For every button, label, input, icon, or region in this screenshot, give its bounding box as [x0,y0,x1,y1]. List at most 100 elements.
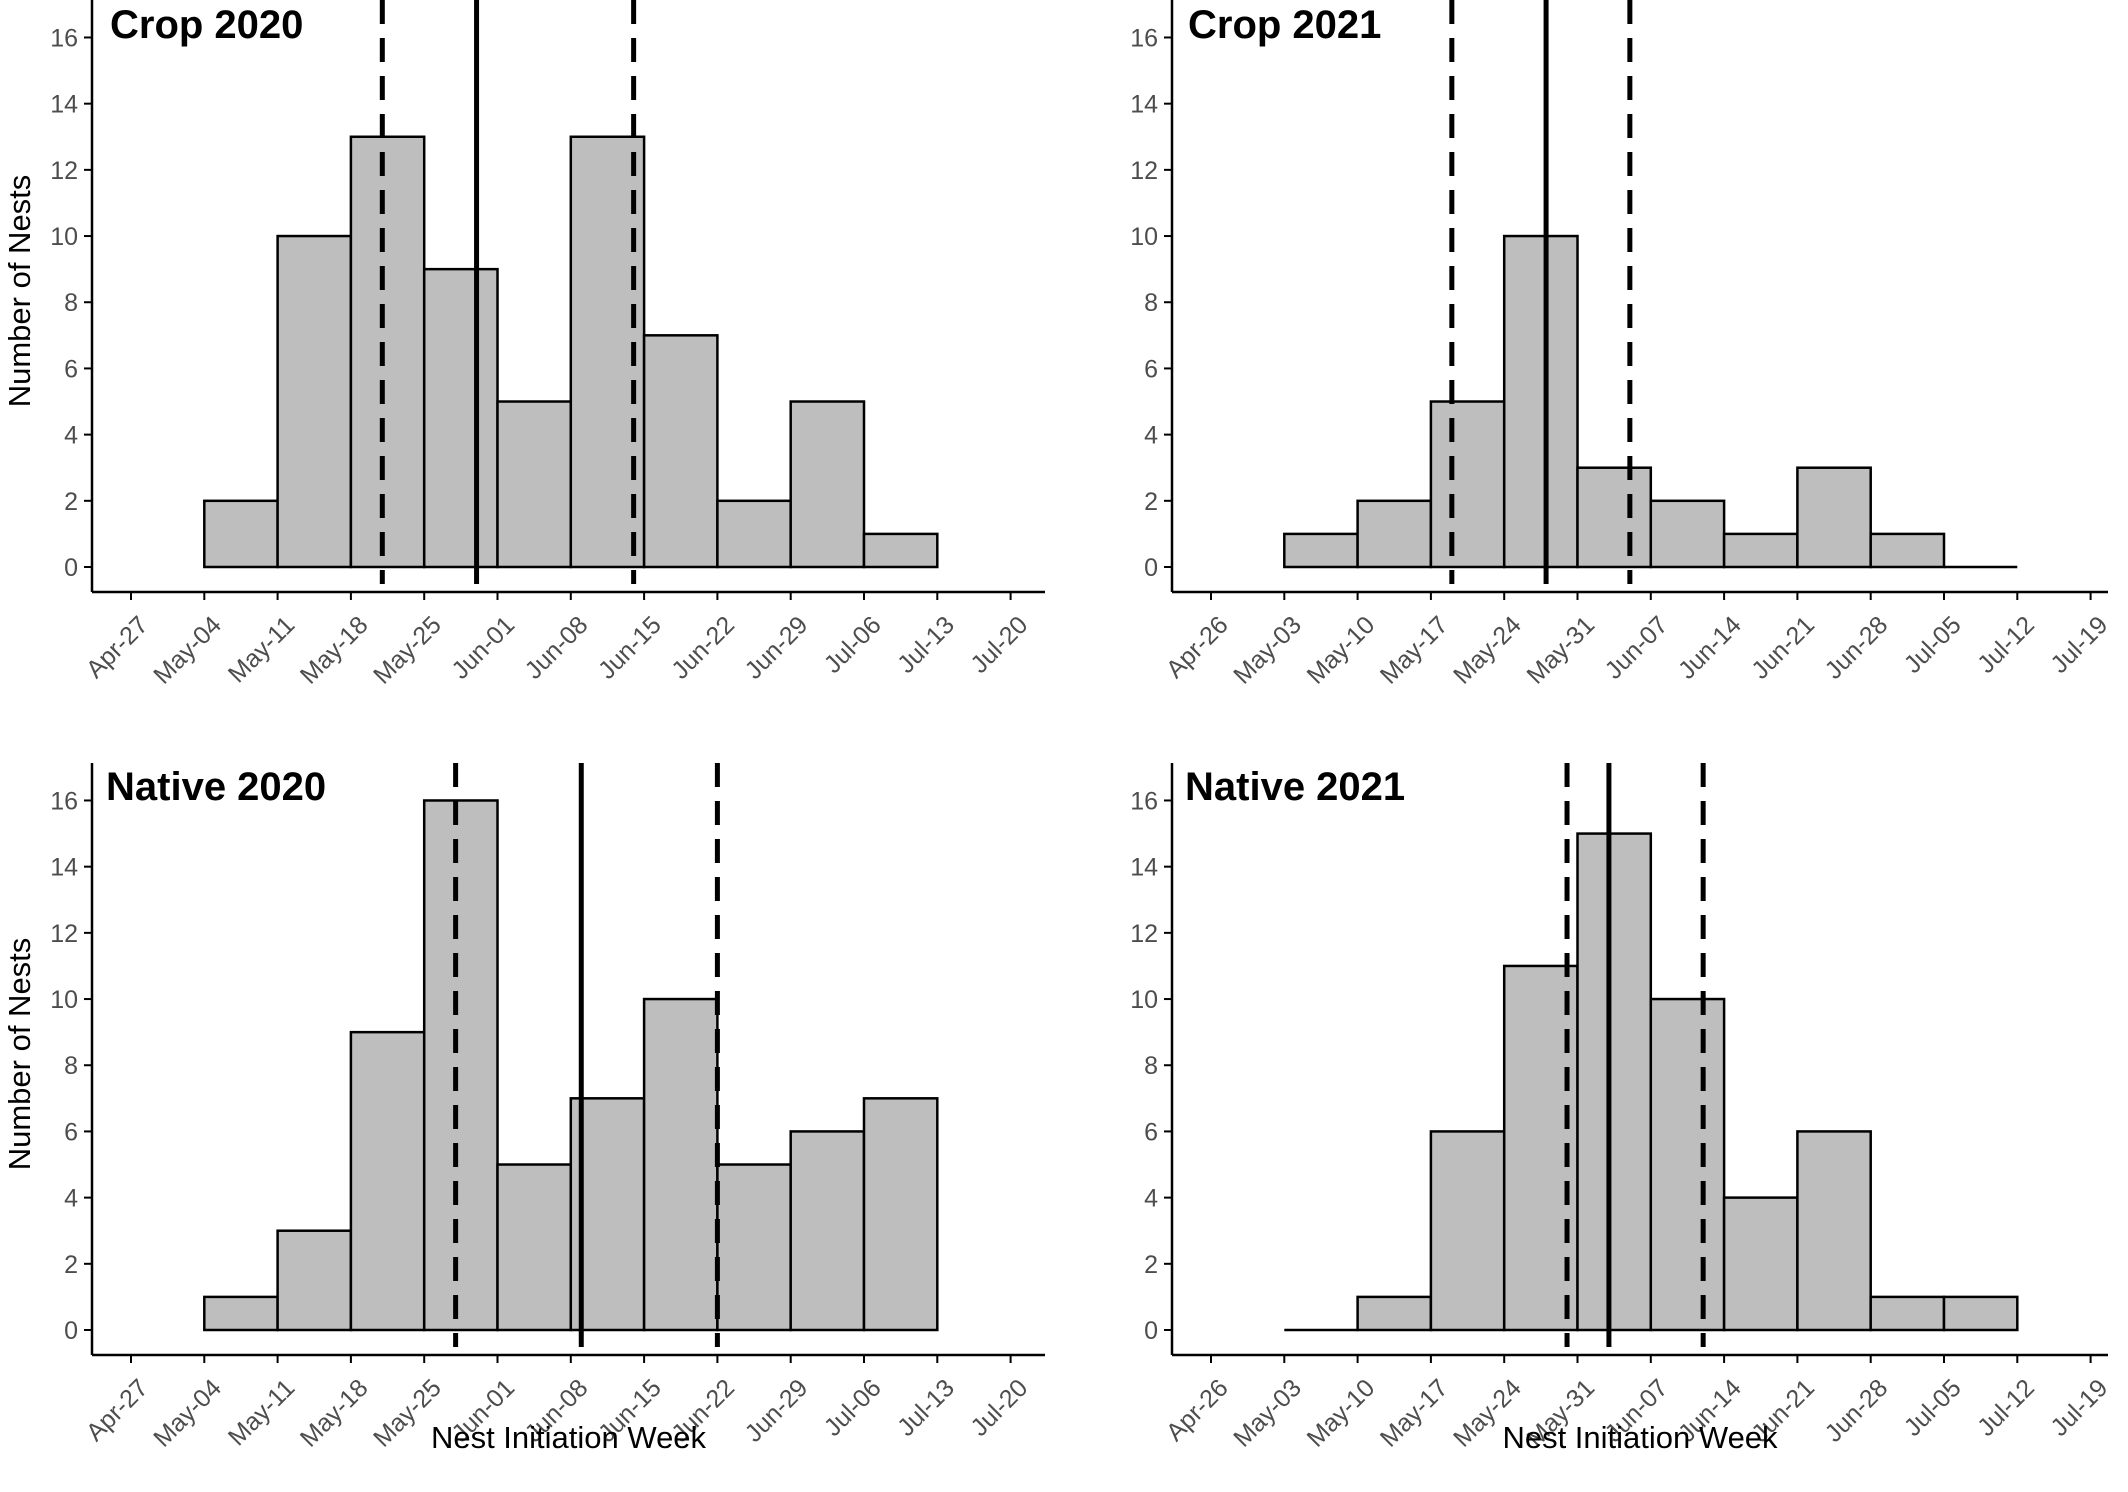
y-tick-label: 6 [64,355,78,383]
x-tick-label: Jun-22 [666,611,740,685]
x-tick-label: Jun-28 [1820,1374,1894,1448]
y-tick-label: 4 [1144,1185,1158,1213]
x-tick-label: Apr-27 [81,1374,154,1447]
y-tick-label: 12 [50,157,78,185]
y-tick-label: 8 [1144,1052,1158,1080]
x-tick-label: Apr-26 [1161,1374,1234,1447]
y-tick-label: 14 [50,91,78,119]
x-tick-label: Jun-15 [593,611,667,685]
y-tick-label: 14 [1130,91,1158,119]
x-tick-label: May-24 [1448,611,1527,690]
x-tick-label: Jul-19 [2045,1374,2113,1442]
y-tick-label: 0 [1144,554,1158,582]
histogram-bar [862,532,939,569]
x-tick-label: May-25 [368,611,447,690]
x-tick-label: Jul-06 [819,611,887,679]
x-tick-label: May-10 [1302,1374,1381,1453]
y-tick-label: 16 [50,24,78,52]
histogram-bar [1796,466,1872,569]
panel-native-2020: 0246810121416Apr-27May-04May-11May-18May… [2,763,1045,1455]
x-tick-label: May-03 [1228,611,1307,690]
x-tick-label: Jun-14 [1673,611,1747,685]
x-tick-label: Apr-27 [81,611,154,684]
histogram-bar [1649,997,1726,1332]
x-axis-title: Nest Initiation Week [1502,1420,1778,1455]
x-tick-label: Jul-19 [2045,611,2113,679]
histogram-bar [1429,1130,1506,1332]
histogram-bar [1649,499,1726,569]
x-tick-label: Jul-20 [965,611,1033,679]
x-tick-label: Jun-28 [1820,611,1894,685]
histogram-bar [1502,234,1579,569]
y-tick-label: 14 [1130,854,1158,882]
x-tick-label: Jul-12 [1972,1374,2040,1442]
histogram-bar [349,135,426,569]
x-tick-label: May-03 [1228,1374,1307,1453]
histogram-bar [789,1130,866,1332]
histogram-bar [716,499,792,569]
y-axis-title: Number of Nests [2,175,37,408]
histogram-bar [496,1163,573,1332]
y-tick-label: 2 [1144,1251,1158,1279]
panel-title: Native 2021 [1185,765,1405,809]
histogram-bar [716,1163,792,1332]
y-tick-label: 10 [50,986,78,1014]
x-tick-label: Jun-01 [446,611,520,685]
y-tick-label: 8 [1144,289,1158,317]
x-tick-label: Jul-20 [965,1374,1033,1442]
y-tick-label: 4 [64,1185,78,1213]
histogram-bar [422,799,499,1332]
x-tick-label: Apr-26 [1161,611,1234,684]
x-tick-label: May-31 [1521,611,1600,690]
x-tick-label: Jun-21 [1746,611,1820,685]
x-tick-label: May-04 [148,1374,227,1453]
histogram-bar [1356,499,1433,569]
histogram-bar [422,267,499,569]
panel-crop-2021: 0246810121416Apr-26May-03May-10May-17May… [1130,0,2113,690]
x-tick-label: May-18 [295,1374,374,1453]
x-tick-label: May-18 [295,611,374,690]
histogram-bar [1356,1295,1433,1332]
y-tick-label: 6 [1144,355,1158,383]
histogram-bar [862,1097,939,1332]
panel-title: Crop 2021 [1188,3,1381,47]
x-tick-label: Jun-08 [520,611,594,685]
y-tick-label: 16 [1130,24,1158,52]
histogram-bar [1869,532,1946,569]
y-tick-label: 10 [1130,223,1158,251]
histogram-bar [1869,1295,1946,1332]
x-tick-label: Jun-29 [740,1374,814,1448]
x-tick-label: May-17 [1375,611,1454,690]
histogram-bar [642,334,719,569]
y-tick-label: 0 [64,554,78,582]
x-tick-label: Jul-13 [892,1374,960,1442]
histogram-bar [203,1295,279,1332]
y-tick-label: 12 [1130,920,1158,948]
histogram-bar [642,997,719,1332]
histogram-bar [1283,532,1359,569]
y-tick-label: 16 [50,787,78,815]
x-tick-label: May-11 [223,1374,300,1451]
histogram-bar [1576,832,1653,1332]
y-tick-label: 8 [64,289,78,317]
y-tick-label: 0 [1144,1317,1158,1345]
x-tick-label: May-17 [1375,1374,1454,1453]
panel-title: Native 2020 [106,765,326,809]
x-tick-label: May-11 [223,611,300,688]
x-tick-label: Jun-29 [740,611,814,685]
y-tick-label: 6 [64,1118,78,1146]
histogram-bar [1429,400,1506,569]
y-tick-label: 16 [1130,787,1158,815]
y-tick-label: 14 [50,854,78,882]
histogram-bar [1796,1130,1872,1332]
y-tick-label: 12 [1130,157,1158,185]
y-tick-label: 2 [64,1251,78,1279]
y-tick-label: 10 [50,223,78,251]
panel-native-2021: 0246810121416Apr-26May-03May-10May-17May… [1130,763,2113,1455]
histogram-bar [789,400,866,569]
y-axis-title: Number of Nests [2,938,37,1171]
x-tick-label: May-04 [148,611,227,690]
y-tick-label: 4 [64,422,78,450]
y-tick-label: 12 [50,920,78,948]
